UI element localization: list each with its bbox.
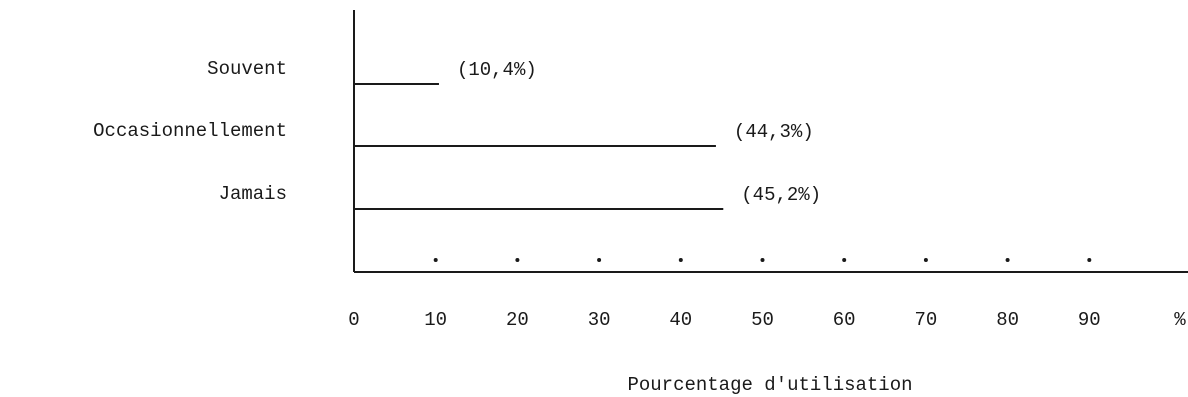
tick-mark-30 (597, 258, 602, 262)
tick-mark-40 (678, 258, 683, 262)
x-axis-title: Pourcentage d'utilisation (627, 374, 912, 396)
tick-mark-70 (923, 258, 928, 262)
tick-mark-20 (515, 258, 520, 262)
tick-label-60: 60 (833, 309, 856, 331)
tick-mark-50 (760, 258, 765, 262)
category-label-jamais: Jamais (219, 183, 287, 205)
category-label-occasionnellement: Occasionnellement (93, 120, 287, 142)
tick-label-40: 40 (669, 309, 692, 331)
tick-label-10: 10 (424, 309, 447, 331)
value-label-occasionnellement: (44,3%) (734, 121, 814, 143)
tick-mark-60 (842, 258, 847, 262)
value-label-jamais: (45,2%) (741, 184, 821, 206)
x-unit-label: % (1174, 309, 1186, 331)
value-label-souvent: (10,4%) (457, 59, 537, 81)
tick-label-50: 50 (751, 309, 774, 331)
tick-label-30: 30 (588, 309, 611, 331)
category-label-souvent: Souvent (207, 58, 287, 80)
tick-mark-90 (1087, 258, 1092, 262)
tick-label-80: 80 (996, 309, 1019, 331)
tick-label-70: 70 (914, 309, 937, 331)
tick-label-0: 0 (348, 309, 359, 331)
tick-label-90: 90 (1078, 309, 1101, 331)
tick-mark-10 (433, 258, 438, 262)
tick-mark-80 (1005, 258, 1010, 262)
tick-label-20: 20 (506, 309, 529, 331)
